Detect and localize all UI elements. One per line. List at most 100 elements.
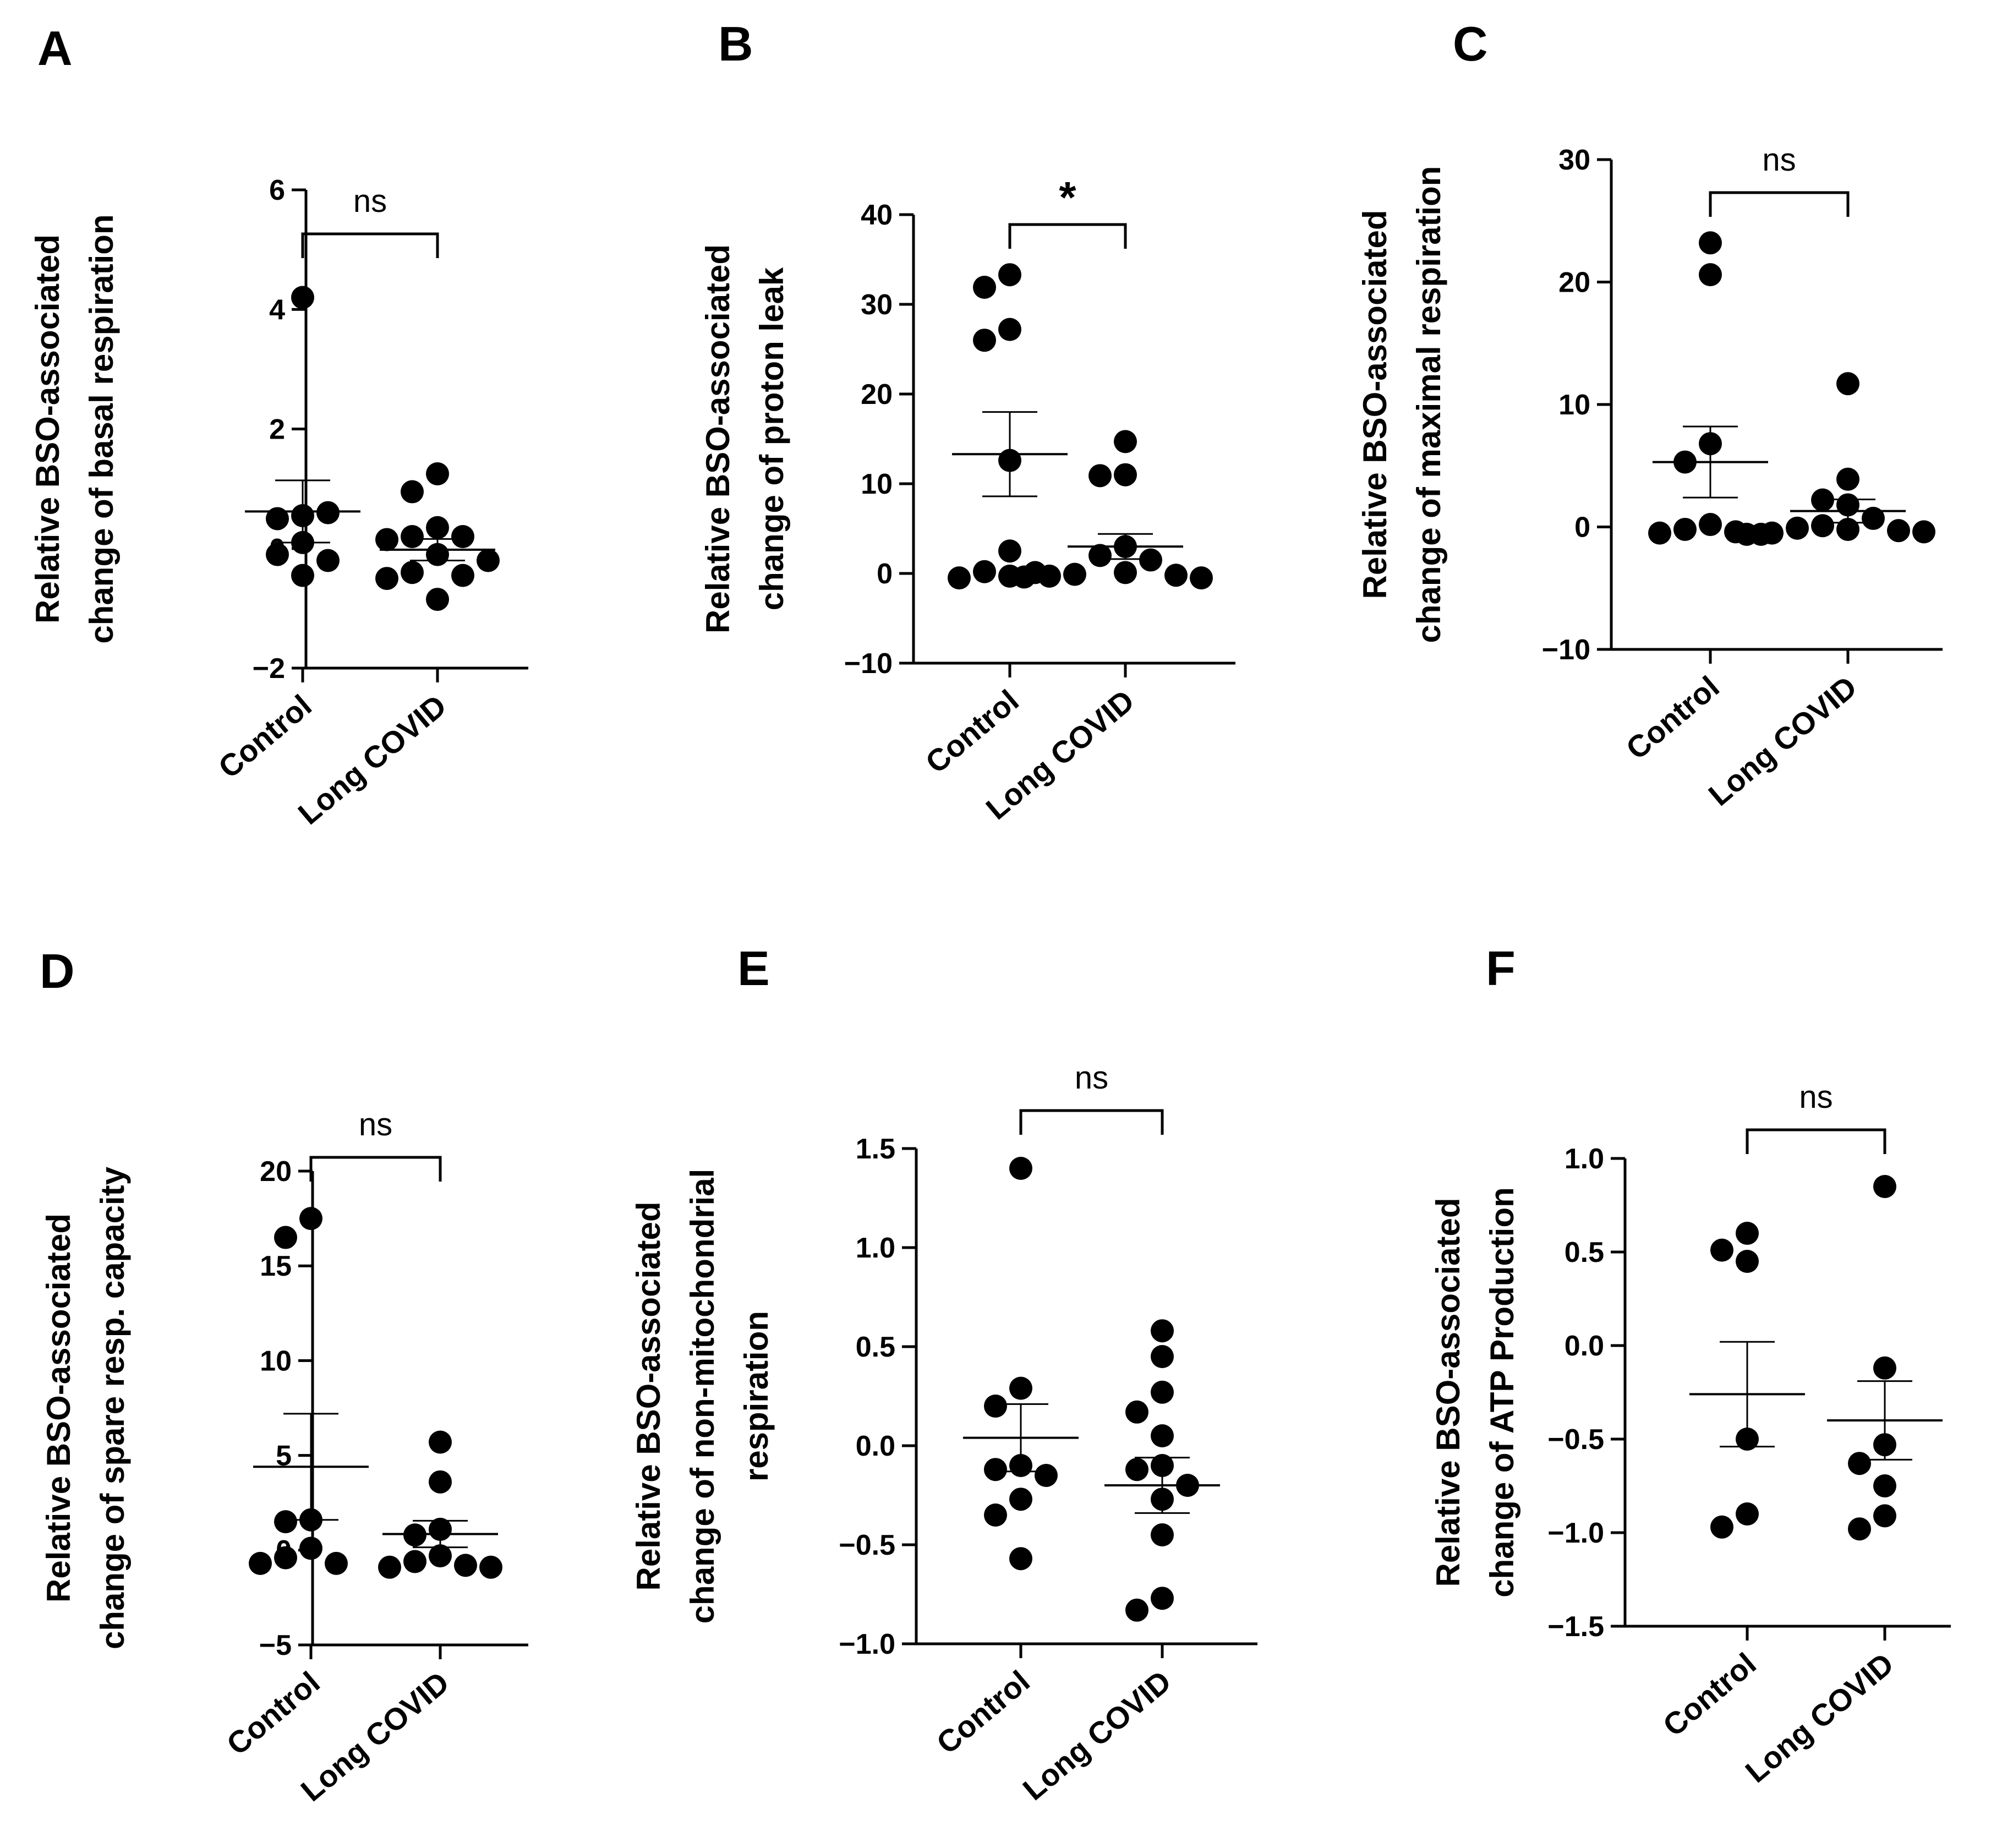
significance-bracket bbox=[1019, 1109, 1164, 1135]
data-point bbox=[1673, 517, 1697, 541]
data-point bbox=[1699, 231, 1722, 255]
data-point bbox=[291, 564, 314, 587]
series-long-covid bbox=[378, 1430, 502, 1579]
data-point bbox=[1736, 1222, 1759, 1245]
significance-label: ns bbox=[1799, 1079, 1833, 1115]
y-tick-label: 0.5 bbox=[856, 1331, 895, 1363]
significance-bracket bbox=[1709, 191, 1850, 217]
y-tick-label: 1.0 bbox=[856, 1232, 895, 1264]
data-point bbox=[378, 1555, 401, 1579]
data-point bbox=[451, 564, 474, 587]
data-point bbox=[973, 276, 996, 299]
y-tick-label: 1.5 bbox=[856, 1133, 895, 1165]
y-tick-label: 15 bbox=[260, 1250, 292, 1282]
data-point bbox=[1151, 1488, 1174, 1511]
y-axis-label: change of basal respiration bbox=[83, 214, 120, 643]
data-point bbox=[1013, 565, 1036, 589]
data-point bbox=[1873, 1474, 1896, 1497]
data-point bbox=[1151, 1454, 1174, 1477]
data-point bbox=[1009, 1547, 1032, 1571]
y-tick-label: 0.0 bbox=[856, 1430, 895, 1462]
y-tick-label: 10 bbox=[861, 468, 893, 500]
y-tick-label: −10 bbox=[1542, 634, 1590, 666]
data-point bbox=[401, 561, 424, 584]
data-point bbox=[998, 539, 1021, 563]
data-point bbox=[477, 549, 500, 572]
y-axis-label: change of ATP Production bbox=[1484, 1187, 1520, 1598]
data-point bbox=[1760, 521, 1784, 545]
panel-letter: C bbox=[1453, 17, 1488, 71]
data-point bbox=[1786, 516, 1809, 540]
data-point bbox=[1848, 1517, 1871, 1541]
significance-label: ns bbox=[359, 1107, 392, 1142]
data-point bbox=[1009, 1376, 1032, 1400]
data-point bbox=[1736, 1502, 1759, 1526]
data-point bbox=[1836, 467, 1859, 491]
panel-letter: A bbox=[37, 21, 73, 75]
x-tick-label: Control bbox=[930, 1664, 1036, 1760]
y-axis-label: Relative BSO-associated bbox=[1356, 210, 1393, 599]
significance-label: * bbox=[1059, 173, 1076, 222]
data-point bbox=[973, 560, 996, 583]
data-point bbox=[426, 543, 449, 566]
y-axis-label: Relative BSO-associated bbox=[29, 234, 66, 624]
data-point bbox=[1873, 1175, 1896, 1198]
y-tick-label: 10 bbox=[1558, 389, 1590, 421]
significance-bracket bbox=[309, 1156, 442, 1182]
y-axis-label: Relative BSO-associated bbox=[630, 1202, 667, 1591]
significance-bracket bbox=[1746, 1128, 1886, 1154]
y-axis-label: Relative BSO-associated bbox=[40, 1213, 77, 1603]
data-point bbox=[984, 1395, 1007, 1418]
y-tick-label: −2 bbox=[253, 653, 285, 685]
x-tick-label: Control bbox=[1620, 669, 1726, 766]
y-tick-label: 1.0 bbox=[1565, 1143, 1604, 1175]
data-point bbox=[1009, 1157, 1032, 1180]
data-point bbox=[274, 1510, 297, 1534]
x-tick-label: Long COVID bbox=[1016, 1664, 1178, 1807]
data-point bbox=[998, 449, 1021, 472]
data-point bbox=[1009, 1488, 1032, 1511]
data-point bbox=[299, 1207, 322, 1231]
data-point bbox=[1164, 564, 1188, 587]
data-point bbox=[1710, 1238, 1733, 1262]
data-point bbox=[451, 525, 474, 549]
data-point bbox=[1736, 1250, 1759, 1273]
data-point bbox=[316, 501, 340, 524]
y-tick-label: 0 bbox=[1574, 512, 1590, 544]
data-point bbox=[316, 549, 340, 572]
data-point bbox=[1151, 1345, 1174, 1368]
data-point bbox=[1873, 1356, 1896, 1380]
data-point bbox=[266, 507, 289, 531]
data-point bbox=[274, 1226, 297, 1249]
data-point bbox=[984, 1458, 1007, 1481]
data-point bbox=[1176, 1474, 1199, 1497]
data-point bbox=[1151, 1380, 1174, 1404]
data-point bbox=[266, 543, 289, 566]
data-point bbox=[1873, 1504, 1896, 1528]
data-point bbox=[426, 588, 449, 611]
data-point bbox=[401, 525, 424, 549]
y-axis-label: change of maximal respiration bbox=[1410, 166, 1447, 643]
data-point bbox=[426, 462, 449, 485]
y-tick-label: −1.5 bbox=[1547, 1611, 1604, 1643]
y-tick-label: −10 bbox=[844, 648, 893, 680]
data-point bbox=[299, 1508, 322, 1532]
x-tick-label: Long COVID bbox=[292, 688, 453, 831]
y-tick-label: −5 bbox=[259, 1630, 292, 1661]
y-axis-label: change of proton leak bbox=[753, 267, 790, 610]
y-axis-label: change of non-mitochondrial bbox=[684, 1169, 721, 1624]
data-point bbox=[1151, 1587, 1174, 1610]
data-point bbox=[1063, 562, 1086, 586]
data-point bbox=[1862, 506, 1885, 530]
panel-letter: B bbox=[718, 17, 753, 71]
x-tick-label: Control bbox=[1656, 1646, 1763, 1743]
data-point bbox=[1673, 450, 1697, 474]
series-long-covid bbox=[1013, 430, 1213, 590]
